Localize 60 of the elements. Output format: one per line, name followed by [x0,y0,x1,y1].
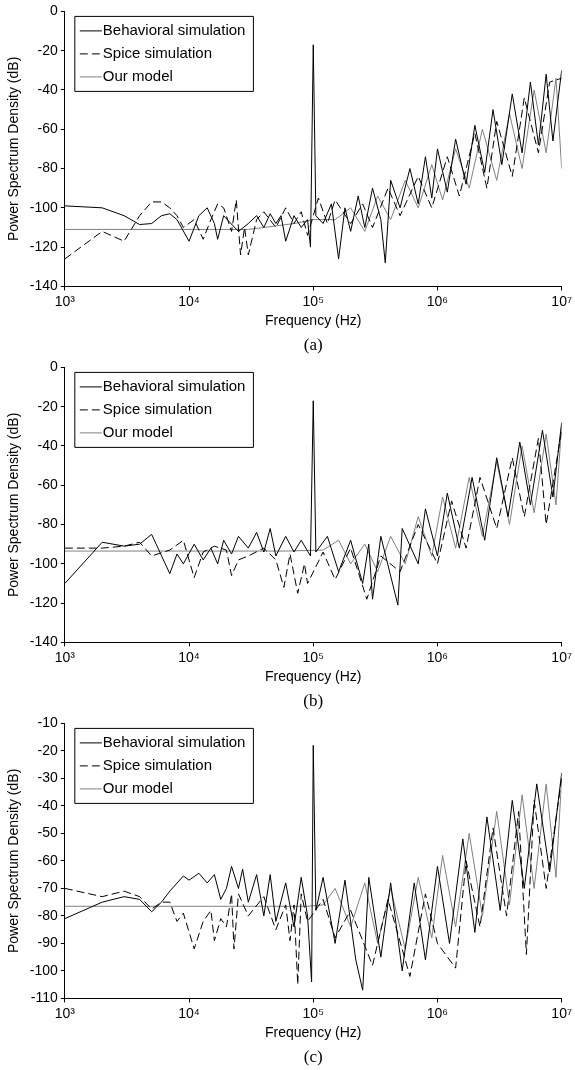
x-tick-label: 10⁶ [426,648,449,665]
y-tick-label: -40 [37,796,59,813]
y-tick-label: -20 [37,397,59,414]
x-tick-label: 10⁴ [178,648,200,665]
x-tick-label: 10³ [54,1004,76,1021]
x-tick-label: 10⁵ [302,648,324,665]
x-tick-label: 10⁶ [426,292,449,309]
legend-label: Our model [102,779,173,797]
y-tick-label: -80 [37,159,59,176]
y-tick-label: -30 [37,769,59,786]
x-tick-label: 10⁴ [178,292,200,309]
text: (c) [303,1046,323,1066]
y-tick-label: 0 [50,358,59,375]
y-tick-label: 0 [50,2,59,19]
y-tick-label: -100 [29,554,59,571]
x-tick-label: 10⁴ [178,1004,200,1021]
x-axis-title: Frequency (Hz) [265,668,362,685]
y-tick-label: -60 [37,120,59,137]
legend-label: Spice simulation [102,400,213,418]
text: (b) [303,690,324,710]
x-tick-label: 10⁷ [551,648,572,665]
y-tick-label: -90 [37,934,59,951]
x-tick-label: 10⁶ [426,1004,449,1021]
y-tick-label: -140 [29,277,59,294]
y-tick-label: -40 [37,80,59,97]
y-tick-label: -10 [37,714,59,731]
y-tick-label: -70 [37,879,59,896]
y-tick-label: -80 [37,515,59,532]
legend-label: Behavioral simulation [102,377,246,395]
y-tick-label: -40 [37,436,59,453]
legend-label: Spice simulation [102,44,213,62]
text: (a) [303,334,323,354]
x-axis-title: Frequency (Hz) [265,1024,362,1041]
y-axis-title: Power Spectrum Density (dB) [5,56,22,242]
y-tick-label: -60 [37,851,59,868]
y-tick-label: -100 [29,961,59,978]
y-tick-label: -140 [29,633,59,650]
y-axis-title: Power Spectrum Density (dB) [5,768,22,954]
y-tick-label: -80 [37,906,59,923]
x-tick-label: 10³ [54,648,76,665]
y-tick-label: -100 [29,198,59,215]
legend-label: Our model [102,67,173,85]
y-tick-label: -120 [29,593,59,610]
y-tick-label: -20 [37,741,59,758]
y-tick-label: -110 [30,989,59,1006]
x-tick-label: 10⁵ [302,1004,324,1021]
x-tick-label: 10⁷ [551,292,572,309]
x-tick-label: 10⁷ [551,1004,572,1021]
y-tick-label: -50 [37,824,59,841]
x-axis-title: Frequency (Hz) [265,312,362,329]
y-tick-label: -60 [37,476,59,493]
legend-label: Spice simulation [102,756,213,774]
y-tick-label: -20 [37,41,59,58]
x-tick-label: 10³ [54,292,76,309]
legend-label: Behavioral simulation [102,733,246,751]
y-tick-label: -120 [29,237,59,254]
y-axis-title: Power Spectrum Density (dB) [5,412,22,598]
x-tick-label: 10⁵ [302,292,324,309]
legend-label: Behavioral simulation [102,21,246,39]
legend-label: Our model [102,423,173,441]
